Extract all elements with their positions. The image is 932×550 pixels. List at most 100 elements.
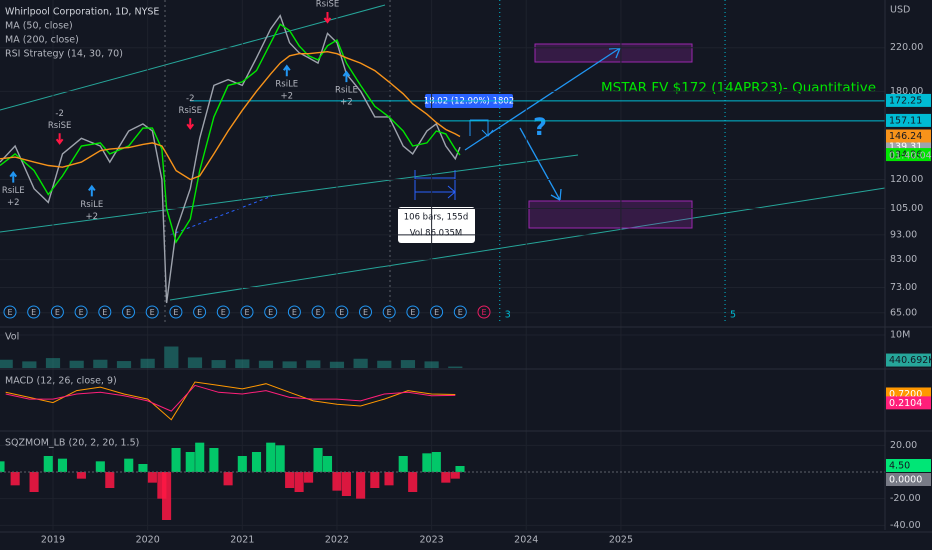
earnings-label: E	[410, 308, 415, 317]
value-tag: 0.0000	[889, 475, 922, 486]
signal-label: RsiSE	[48, 121, 71, 131]
earnings-label: E	[339, 308, 344, 317]
bar	[223, 472, 233, 486]
price-tag-bg	[886, 148, 931, 162]
annotation: MSTAR FV $172 (14APR23)- Quantitative	[601, 80, 876, 96]
earnings-label: E	[244, 308, 249, 317]
signal-label: RsiLE	[80, 200, 103, 210]
earnings-label: E	[221, 308, 226, 317]
bar	[282, 361, 297, 368]
y-tick-label: 20.00	[890, 440, 917, 451]
price-tag-bg	[886, 129, 931, 143]
signal-arrow	[9, 170, 18, 183]
bar	[57, 458, 68, 472]
price-tag: 172.25	[889, 95, 922, 106]
x-tick-label: 2021	[230, 535, 254, 546]
value-tag: 440.692K	[889, 355, 932, 366]
arrow	[469, 119, 494, 137]
bar	[408, 472, 418, 492]
earnings-marker	[74, 305, 88, 319]
bar	[140, 358, 155, 368]
bar	[422, 453, 432, 472]
value-tag: 0.7200	[889, 389, 922, 400]
earnings-marker	[287, 305, 301, 319]
signal-arrow	[323, 12, 332, 24]
earnings-label: E	[126, 308, 131, 317]
bar	[164, 346, 179, 368]
y-tick-label: 83.00	[890, 254, 917, 265]
trend-line	[0, 154, 579, 233]
pane-title: MACD (12, 26, close, 9)	[5, 376, 117, 387]
bar	[441, 472, 451, 483]
bar	[185, 452, 195, 472]
x-tick-label: 2022	[325, 535, 349, 546]
bar	[105, 472, 115, 488]
series-line	[5, 381, 456, 421]
earnings-marker	[264, 305, 278, 319]
earnings-label: E	[173, 308, 178, 317]
price-tag: 139.31	[889, 142, 922, 153]
series-line	[5, 384, 456, 412]
earnings-marker	[382, 305, 396, 319]
bar	[76, 472, 86, 479]
bar	[294, 472, 304, 492]
axis-bg	[885, 0, 932, 550]
signal-label: RsiLE	[275, 80, 298, 90]
earnings-marker	[3, 305, 17, 319]
bar	[43, 456, 53, 472]
annotation: ?	[533, 113, 547, 141]
bar	[424, 361, 439, 368]
earnings-label: E	[102, 308, 107, 317]
series-line	[0, 50, 461, 181]
signal-arrow	[55, 133, 64, 145]
earnings-label: E	[197, 308, 202, 317]
price-tag: 157.11	[889, 115, 922, 126]
price-tag: 146.24	[889, 131, 922, 142]
y-tick-label: 10M	[890, 329, 910, 340]
series-line	[0, 23, 461, 244]
bar	[116, 361, 132, 368]
earnings-marker	[477, 305, 491, 319]
y-tick-label: 65.00	[890, 307, 917, 318]
bar	[171, 448, 181, 472]
cycle-label: 3	[505, 310, 511, 321]
signal-arrow	[88, 184, 96, 197]
bar	[266, 442, 276, 472]
earnings-label: E	[150, 308, 155, 317]
measure-label: 18.02 (12.90%) 1802	[424, 97, 514, 107]
range-label: Vol 86.035M	[410, 229, 463, 239]
bar	[29, 472, 39, 492]
bar	[285, 472, 295, 488]
pane-title: SQZMOM_LB (20, 2, 20, 1.5)	[5, 438, 139, 449]
bar	[45, 358, 61, 368]
trend-line	[0, 4, 386, 111]
bar	[306, 360, 321, 368]
bar	[0, 461, 5, 472]
x-tick-label: 2023	[420, 535, 444, 546]
trend-line	[169, 187, 886, 301]
y-tick-label: 180.00	[890, 86, 923, 97]
bar	[353, 358, 368, 368]
bar	[211, 360, 226, 368]
signal-label: RsiLE	[2, 186, 25, 196]
earnings-marker	[169, 305, 183, 319]
y-tick-label: -40.00	[890, 520, 921, 531]
axis-label: USD	[890, 5, 910, 16]
legend-item: MA (50, close)	[5, 21, 73, 32]
bar	[235, 359, 250, 368]
earnings-marker	[122, 305, 135, 319]
bar	[400, 360, 416, 368]
bar	[147, 472, 157, 483]
earnings-label: E	[55, 308, 60, 317]
x-tick-label: 2024	[514, 535, 538, 546]
legend-title: Whirlpool Corporation, 1D, NYSE	[5, 7, 159, 18]
signal-label: RsiSE	[179, 106, 202, 116]
earnings-label: E	[458, 308, 463, 317]
y-tick-label: 93.00	[890, 229, 917, 240]
bar	[329, 361, 345, 368]
earnings-marker	[50, 305, 64, 319]
earnings-label: E	[316, 308, 321, 317]
value-tag-bg	[886, 396, 931, 410]
bar	[377, 360, 392, 368]
earnings-marker	[240, 305, 254, 319]
